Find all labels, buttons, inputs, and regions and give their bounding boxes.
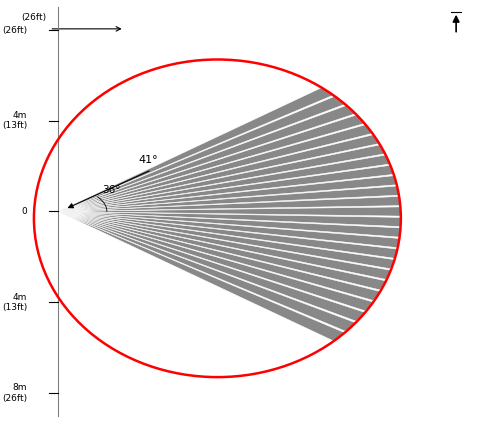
Wedge shape	[58, 176, 396, 212]
Wedge shape	[58, 165, 393, 212]
Wedge shape	[58, 125, 372, 212]
Text: (26ft): (26ft)	[21, 13, 47, 22]
Wedge shape	[58, 135, 379, 212]
Wedge shape	[58, 196, 399, 212]
Wedge shape	[58, 212, 381, 300]
Wedge shape	[58, 106, 355, 212]
Wedge shape	[58, 88, 333, 212]
Wedge shape	[58, 212, 400, 227]
Text: 0: 0	[22, 207, 27, 216]
Text: 36°: 36°	[102, 184, 120, 195]
Wedge shape	[58, 212, 399, 247]
Wedge shape	[58, 155, 390, 212]
Wedge shape	[58, 212, 366, 321]
Wedge shape	[58, 115, 364, 212]
Wedge shape	[58, 212, 391, 279]
Wedge shape	[58, 96, 345, 212]
Wedge shape	[58, 212, 356, 331]
Wedge shape	[58, 212, 386, 290]
Wedge shape	[58, 212, 400, 237]
Wedge shape	[58, 145, 385, 212]
Text: 8m
(26ft): 8m (26ft)	[2, 383, 27, 403]
Wedge shape	[58, 212, 397, 258]
Wedge shape	[58, 186, 398, 212]
Wedge shape	[58, 207, 400, 216]
Text: 4m
(13ft): 4m (13ft)	[2, 111, 27, 130]
Wedge shape	[58, 212, 395, 269]
Wedge shape	[58, 212, 374, 311]
Text: (26ft): (26ft)	[2, 25, 27, 35]
Text: 4m
(13ft): 4m (13ft)	[2, 293, 27, 312]
Text: 41°: 41°	[138, 155, 158, 165]
Wedge shape	[58, 212, 345, 341]
